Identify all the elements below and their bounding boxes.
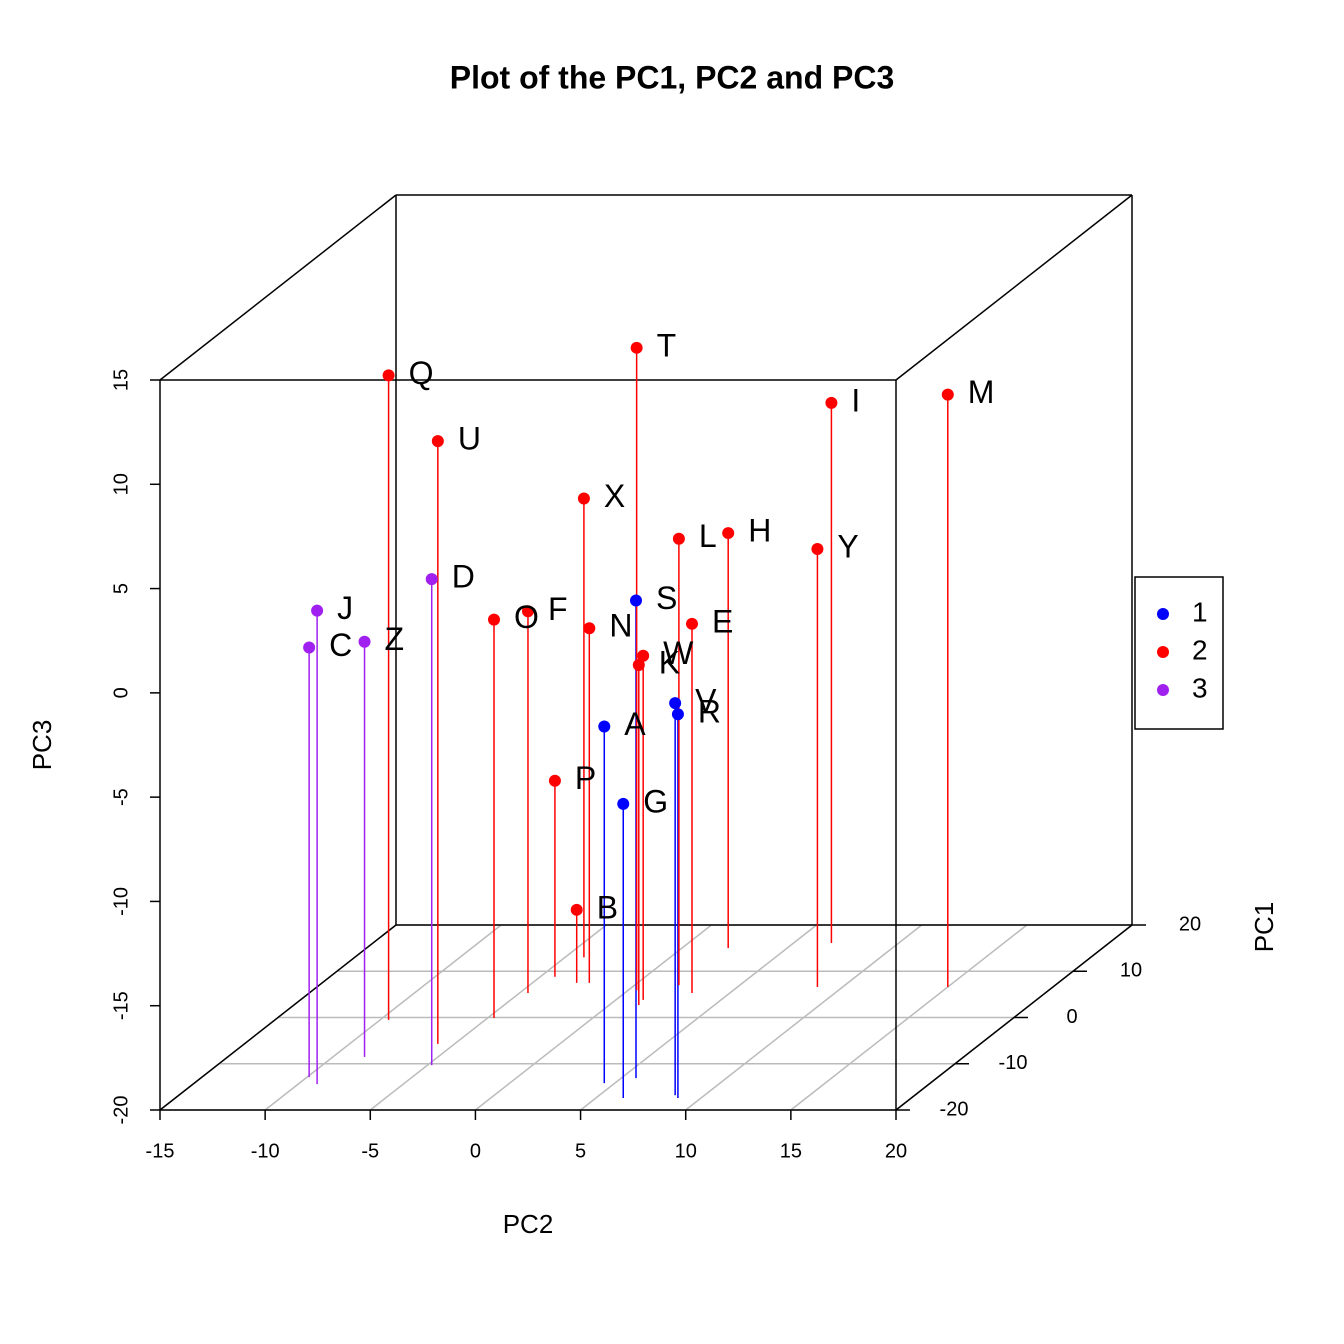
point [425,573,438,586]
legend-label: 1 [1192,596,1208,627]
x-tick-label: 5 [575,1140,586,1162]
point-label: E [712,603,733,639]
point-label: G [643,783,668,819]
z-tick-label: 10 [110,473,132,495]
point-label: D [452,559,475,595]
z-tick-label: -10 [110,887,132,916]
z-tick-label: 0 [110,687,132,698]
chart-title: Plot of the PC1, PC2 and PC3 [450,59,895,95]
point-label: S [656,580,677,616]
legend-label: 3 [1192,672,1208,703]
point-label: T [657,327,677,363]
z-tick-label: -5 [110,788,132,806]
x-tick-label: 15 [780,1140,802,1162]
point [521,605,534,618]
z-tick-label: 5 [110,583,132,594]
box-edge [159,924,397,1111]
point-label: U [458,421,481,457]
point-label: M [968,374,995,410]
point [632,659,645,672]
point [577,492,590,505]
x-tick-label: -5 [361,1140,379,1162]
point-label: W [663,635,694,671]
point-label: H [748,513,771,549]
box-edge [895,194,1133,381]
point [685,617,698,630]
y-tick-label: 20 [1179,913,1201,935]
point [669,697,682,710]
point [548,774,561,787]
legend-marker [1157,684,1169,696]
y-tick-label: -10 [999,1052,1028,1074]
point [583,622,596,635]
z-axis-title: PC3 [27,720,57,771]
point-label: I [851,382,860,418]
point-label: C [329,627,352,663]
point [570,903,583,916]
z-tick-label: -20 [110,1096,132,1125]
point-label: P [575,760,596,796]
point-label: Y [837,528,858,564]
point [722,527,735,540]
point [637,649,650,662]
point-label: K [659,644,680,680]
legend-box [1134,576,1224,730]
point [598,720,611,733]
point [811,542,824,555]
point-label: B [597,889,618,925]
point [671,708,684,721]
box-edge [159,194,397,381]
y-tick-label: 0 [1066,1006,1077,1028]
point-label: F [548,591,568,627]
legend-label: 2 [1192,634,1208,665]
point [431,435,444,448]
point [303,641,316,654]
point-label: L [699,518,717,554]
point [382,369,395,382]
legend-marker [1157,646,1169,658]
point [617,797,630,810]
y-tick-label: 10 [1120,960,1142,982]
x-tick-label: -15 [146,1140,175,1162]
x-tick-label: -10 [251,1140,280,1162]
point [311,604,324,617]
point-label: J [337,590,353,626]
point-label: Z [385,621,405,657]
x-tick-label: 0 [470,1140,481,1162]
point-label: O [514,599,539,635]
point [630,594,643,607]
legend-marker [1157,608,1169,620]
x-tick-label: 20 [885,1140,907,1162]
point [941,388,954,401]
point [630,341,643,354]
x-tick-label: 10 [675,1140,697,1162]
y-tick-label: -20 [940,1098,969,1120]
point-label: R [698,694,721,730]
point [488,613,501,626]
point [672,532,685,545]
x-axis-title: PC2 [503,1209,554,1239]
z-tick-label: -15 [110,991,132,1020]
point-label: V [695,683,717,719]
point [825,396,838,409]
point-label: A [624,706,646,742]
point [358,635,371,648]
y-axis-title: PC1 [1249,902,1279,953]
point-label: X [604,478,625,514]
z-tick-label: 15 [110,369,132,391]
point-label: N [609,608,632,644]
point-label: Q [409,355,434,391]
